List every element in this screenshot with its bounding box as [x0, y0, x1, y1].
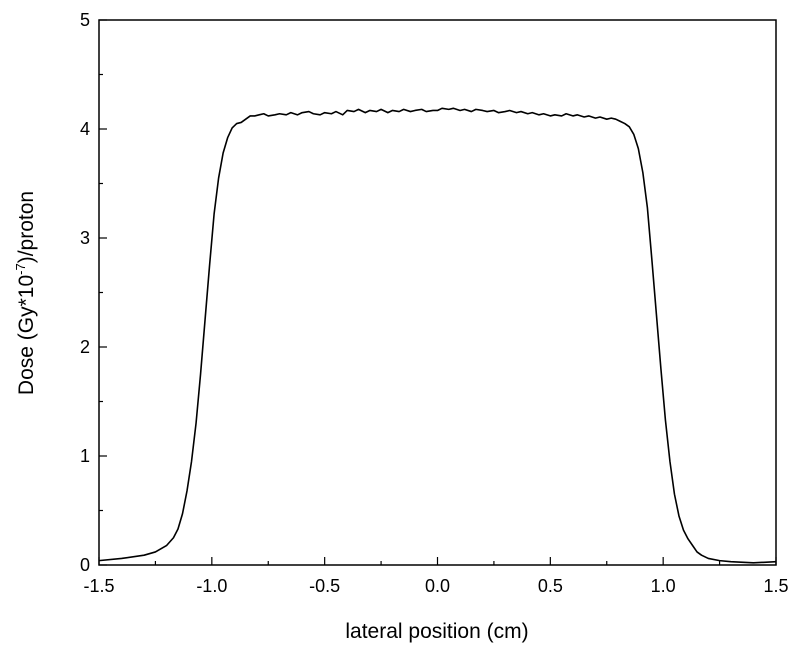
y-tick-label: 0 — [80, 555, 90, 575]
plot-frame — [98, 19, 777, 566]
x-tick-label: -1.0 — [196, 576, 227, 596]
x-tick-label: -0.5 — [309, 576, 340, 596]
series-layer — [98, 107, 777, 564]
x-axis-title: lateral position (cm) — [345, 620, 528, 643]
x-tick-label: 0.5 — [538, 576, 563, 596]
y-axis-title-suffix: )/proton — [15, 191, 38, 263]
x-tick-label: 1.5 — [763, 576, 788, 596]
y-tick-label: 5 — [80, 10, 90, 30]
x-tick-label: 0.0 — [425, 576, 450, 596]
y-tick-label: 4 — [80, 119, 90, 139]
y-axis-title-prefix: Dose (Gy*10 — [15, 275, 38, 395]
y-tick-label: 1 — [80, 446, 90, 466]
axis-ticks — [98, 19, 777, 566]
plot-border — [98, 19, 777, 566]
y-tick-label: 2 — [80, 337, 90, 357]
x-tick-label: 1.0 — [651, 576, 676, 596]
axis-tick-labels: -1.5 -1.0 -0.5 0.0 0.5 1.0 1.5 0 1 2 3 4 5 — [80, 10, 789, 596]
y-tick-label: 3 — [80, 228, 90, 248]
x-tick-label: -1.5 — [83, 576, 114, 596]
dose-profile-line — [98, 107, 777, 564]
y-axis-title-superscript: -7 — [13, 263, 28, 275]
y-axis-title: Dose (Gy*10-7)/proton — [13, 191, 38, 395]
